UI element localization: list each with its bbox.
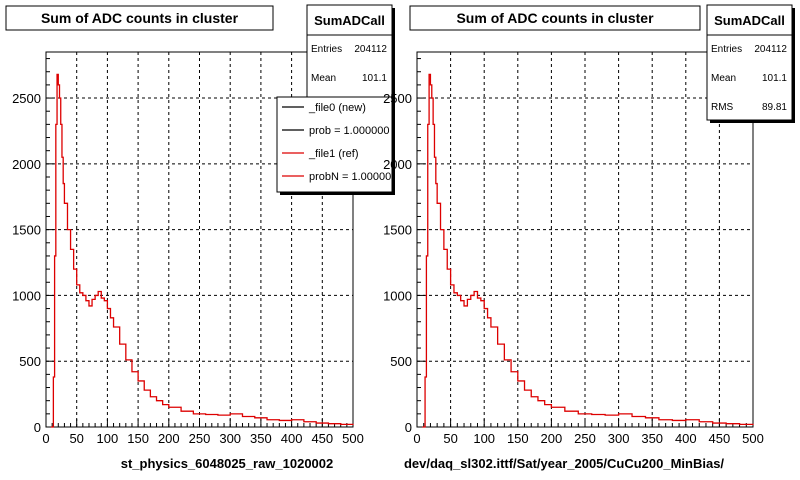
legend-entries: _file0 (new) prob = 1.000000 _file1 (ref) p… [282, 102, 397, 183]
x-tick-label: 350 [250, 431, 272, 446]
x-tick-label: 150 [127, 431, 149, 446]
y-tick-label: 0 [34, 420, 41, 435]
x-tick-label: 150 [507, 431, 529, 446]
x-tick-label: 0 [42, 431, 49, 446]
histogram-series-1 [422, 73, 754, 428]
x-tick-label: 200 [541, 431, 563, 446]
x-tick-label: 50 [69, 431, 83, 446]
x-tick-label: 450 [311, 431, 333, 446]
y-tick-label: 500 [19, 354, 41, 369]
x-tick-label: 300 [219, 431, 241, 446]
stats-box [706, 4, 793, 121]
x-tick-label: 400 [281, 431, 303, 446]
y-tick-label: 2500 [12, 91, 41, 106]
x-tick-label: 350 [641, 431, 663, 446]
legend-entry: probN = 1.000000 [309, 171, 397, 183]
y-tick-label: 0 [405, 420, 412, 435]
chart-title: Sum of ADC counts in cluster [41, 10, 239, 26]
stats-label: Entries [311, 44, 342, 55]
chart-title-box [409, 5, 701, 31]
x-tick-label: 100 [97, 431, 119, 446]
y-tick-label: 1000 [383, 288, 412, 303]
stats-value: 204112 [354, 44, 387, 55]
y-tick-label: 2500 [383, 91, 412, 106]
x-tick-label: 300 [608, 431, 630, 446]
x-axis-label: st_physics_6048025_raw_1020002 [121, 456, 334, 471]
stats-value: 101.1 [762, 73, 787, 84]
x-tick-label: 450 [709, 431, 731, 446]
x-tick-label: 50 [443, 431, 457, 446]
stats-value: 204112 [754, 44, 787, 55]
x-tick-label: 400 [675, 431, 697, 446]
y-tick-label: 1000 [12, 288, 41, 303]
stats-name: SumADCall [314, 13, 385, 28]
y-tick-label: 1500 [383, 223, 412, 238]
y-tick-label: 2000 [12, 157, 41, 172]
histogram-series-1 [50, 73, 354, 428]
chart-panel-2: Sum of ADC counts in cluster 0 50 100 150 200… [383, 4, 795, 471]
x-tick-label: 250 [189, 431, 211, 446]
x-axis-label: dev/daq_sl302.ittf/Sat/year_2005/CuCu200… [404, 456, 724, 471]
x-tick-label: 250 [574, 431, 596, 446]
legend-entry: prob = 1.000000 [309, 125, 389, 137]
stats-name: SumADCall [714, 13, 785, 28]
chart-title-box [5, 5, 274, 31]
y-tick-label: 500 [390, 354, 412, 369]
stats-value: 89.81 [762, 102, 787, 113]
stats-box [306, 4, 393, 101]
legend-entry: _file1 (ref) [308, 148, 359, 160]
stats-label: Mean [711, 73, 736, 84]
stats-label: RMS [711, 102, 734, 113]
x-tick-label: 100 [473, 431, 495, 446]
chart-panel-1: Sum of ADC counts in cluster 0 50 100 150 200… [5, 4, 397, 471]
stats-label: Entries [711, 44, 742, 55]
x-tick-label: 200 [158, 431, 180, 446]
y-tick-label: 1500 [12, 223, 41, 238]
stats-value: 101.1 [362, 73, 387, 84]
y-tick-label: 2000 [383, 157, 412, 172]
stats-label: Mean [311, 73, 336, 84]
chart-title: Sum of ADC counts in cluster [456, 10, 654, 26]
x-tick-label: 500 [342, 431, 364, 446]
x-tick-label: 500 [742, 431, 764, 446]
x-tick-label: 0 [413, 431, 420, 446]
legend-entry: _file0 (new) [308, 102, 366, 114]
